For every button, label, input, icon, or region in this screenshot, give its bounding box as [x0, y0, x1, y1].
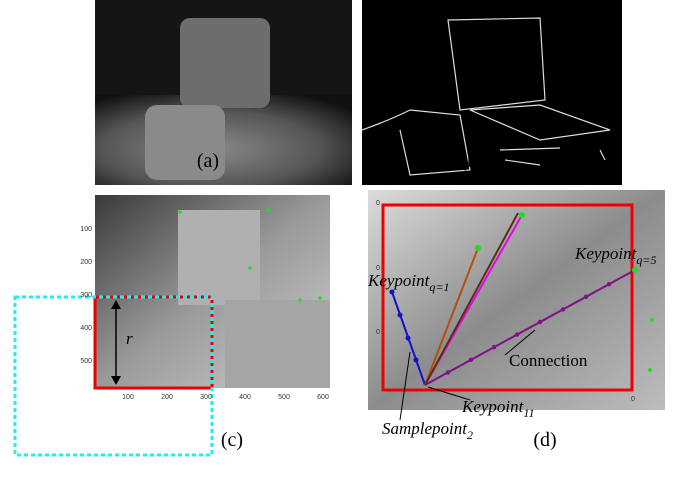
- figure: (a) (b) r (c): [0, 0, 690, 482]
- x-tick-label: 300: [200, 394, 212, 401]
- sample-marker: [398, 313, 403, 318]
- sample-marker: [607, 282, 611, 286]
- sample-marker: [515, 332, 519, 336]
- y-tick-label: 500: [80, 358, 92, 365]
- connection-label: Connection: [509, 351, 588, 370]
- y-tick-label: 400: [80, 325, 92, 332]
- y-tick-label: 100: [80, 226, 92, 233]
- x-tick-label: 200: [161, 394, 173, 401]
- panel-b: (b): [362, 0, 622, 185]
- panel-a: (a): [95, 0, 352, 185]
- depth-region: [178, 210, 260, 305]
- x-tick-label: 500: [278, 394, 290, 401]
- y-tick-label: 300: [80, 292, 92, 299]
- depth-region: [180, 18, 270, 108]
- sample-marker: [538, 320, 542, 324]
- sample-marker: [561, 307, 565, 311]
- x-tick-label: 400: [239, 394, 251, 401]
- edge-image: [362, 0, 622, 185]
- panel-label: (d): [533, 429, 556, 451]
- panel-label: (b): [460, 150, 483, 172]
- axis-label: 0: [631, 396, 635, 403]
- sample-marker: [584, 295, 588, 299]
- feature-point: [318, 296, 322, 300]
- y-tick-label: 200: [80, 259, 92, 266]
- panel-label: (a): [197, 150, 219, 172]
- sample-marker: [492, 345, 496, 349]
- axis-label: 0: [376, 200, 380, 207]
- axis-label: 0: [376, 329, 380, 336]
- sample-marker: [390, 290, 395, 295]
- sample-marker: [446, 370, 450, 374]
- feature-point: [248, 266, 252, 270]
- panel-label: (c): [221, 429, 243, 451]
- feature-point: [298, 298, 302, 302]
- feature-point: [178, 210, 182, 214]
- panel-d: Keypointq=1 Keypointq=5 Keypoint11 Sampl…: [367, 190, 665, 451]
- sample-marker: [469, 358, 473, 362]
- axis-label: 0: [376, 265, 380, 272]
- sample-marker: [406, 336, 411, 341]
- panel-c: r (c): [15, 195, 330, 455]
- x-tick-label: 600: [317, 394, 329, 401]
- sample-marker: [414, 358, 419, 363]
- feature-point: [266, 208, 270, 212]
- depth-region: [225, 300, 330, 388]
- radius-label: r: [126, 329, 133, 348]
- samplepoint-label: Samplepoint2: [382, 419, 473, 442]
- x-tick-label: 100: [122, 394, 134, 401]
